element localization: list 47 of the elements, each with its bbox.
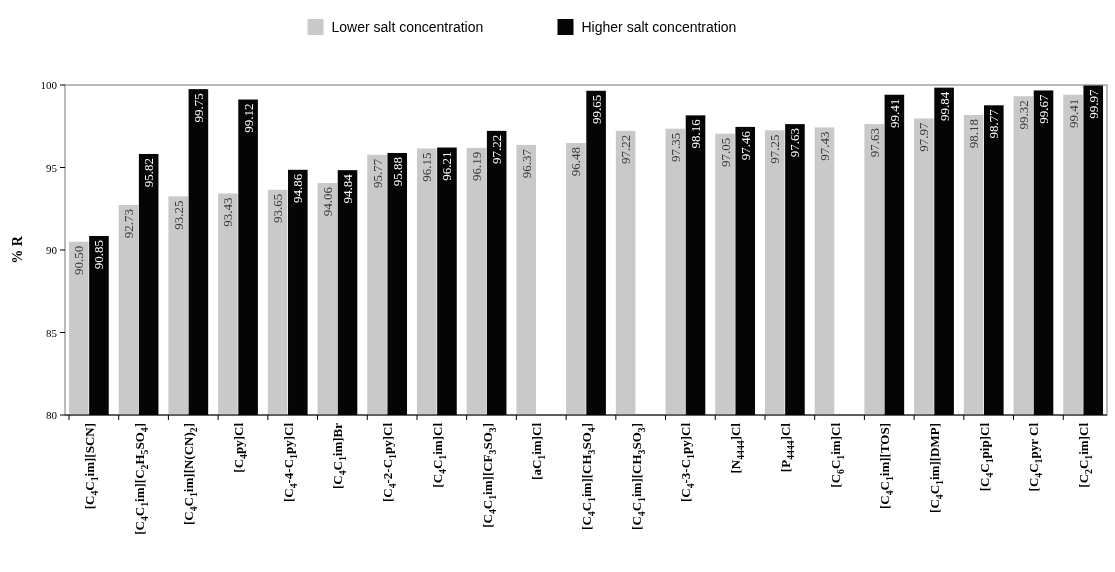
data-label: 97.35 <box>667 132 683 162</box>
data-label: 97.97 <box>916 122 932 152</box>
data-label: 99.67 <box>1036 93 1052 124</box>
data-label: 93.25 <box>170 200 186 230</box>
data-label: 97.63 <box>787 128 803 158</box>
data-label: 97.22 <box>618 134 634 165</box>
data-label: 96.15 <box>419 152 435 182</box>
data-label: 99.41 <box>886 98 902 128</box>
data-label: 90.50 <box>71 245 87 275</box>
data-label: 95.82 <box>141 157 157 188</box>
data-label: 97.22 <box>489 134 505 165</box>
data-label: 96.48 <box>568 147 584 177</box>
legend-label: Lower salt concentration <box>331 19 484 35</box>
data-label: 94.84 <box>340 173 356 204</box>
data-label: 90.85 <box>91 239 107 270</box>
data-label: 93.43 <box>220 197 236 227</box>
data-label: 96.37 <box>518 148 534 179</box>
data-label: 97.25 <box>767 134 783 164</box>
data-label: 94.06 <box>319 186 335 217</box>
data-label: 98.18 <box>966 119 982 149</box>
y-tick-label: 80 <box>46 409 58 421</box>
data-label: 98.77 <box>986 108 1002 139</box>
legend-label: Higher salt concentration <box>581 19 737 35</box>
data-label: 94.86 <box>290 173 306 204</box>
data-label: 97.05 <box>717 137 733 167</box>
data-label: 99.75 <box>190 93 206 123</box>
data-label: 99.41 <box>1065 98 1081 128</box>
data-label: 95.88 <box>389 156 405 187</box>
data-label: 99.12 <box>240 103 256 133</box>
data-label: 99.65 <box>588 94 604 125</box>
data-label: 97.43 <box>816 131 832 161</box>
data-label: 97.46 <box>737 130 753 161</box>
data-label: 97.63 <box>866 128 882 158</box>
data-label: 96.21 <box>439 151 455 181</box>
data-label: 93.65 <box>270 193 286 224</box>
data-label: 95.77 <box>369 158 385 189</box>
y-tick-label: 85 <box>46 326 58 339</box>
data-label: 99.84 <box>936 91 952 121</box>
y-tick-label: 95 <box>46 161 58 174</box>
data-label: 99.32 <box>1015 100 1031 130</box>
data-label: 96.19 <box>468 151 484 182</box>
data-label: 99.97 <box>1085 89 1101 119</box>
data-label: 92.73 <box>120 208 136 239</box>
y-axis-title: % R <box>10 235 25 264</box>
data-label: 98.16 <box>688 118 704 149</box>
y-tick-label: 90 <box>46 244 58 256</box>
y-tick-label: 100 <box>40 79 58 91</box>
